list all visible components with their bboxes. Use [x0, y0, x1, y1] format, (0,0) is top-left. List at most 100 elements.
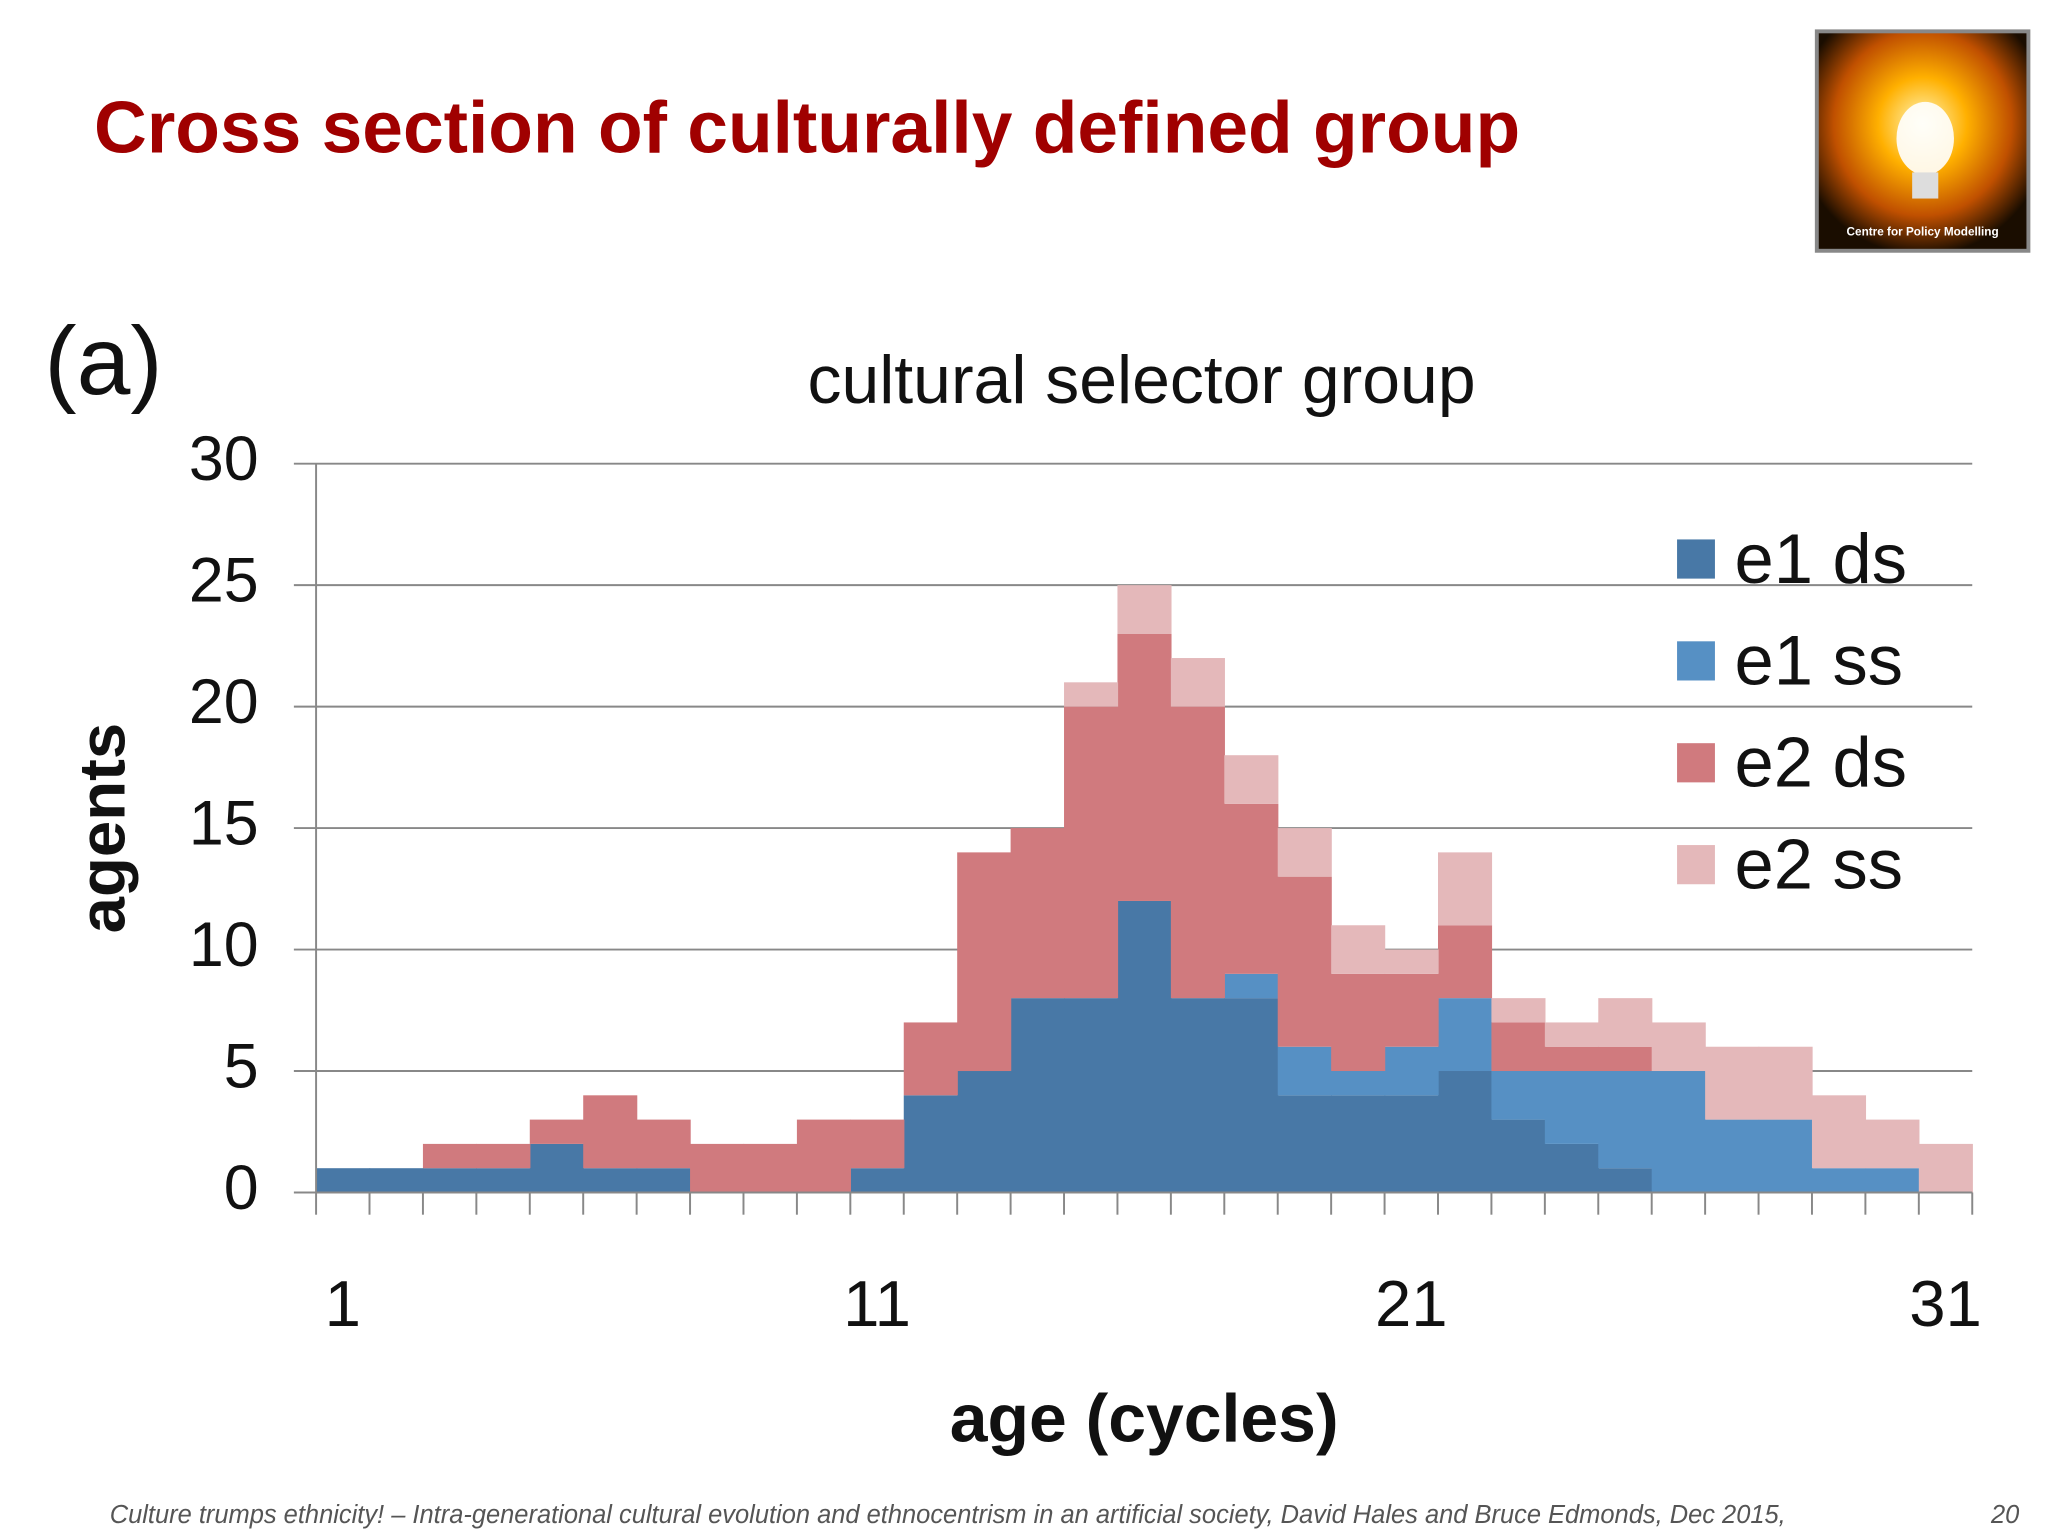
bar-segment	[369, 1168, 424, 1193]
bar-segment	[1064, 682, 1119, 707]
logo-text: Centre for Policy Modelling	[1847, 226, 1999, 239]
bar-segment	[1170, 998, 1225, 1193]
bar-segment	[1758, 1046, 1813, 1120]
bar-segment	[1598, 998, 1653, 1047]
bar-segment	[583, 1168, 638, 1193]
bar-segment	[1224, 973, 1279, 999]
bar-segment	[1170, 706, 1225, 999]
bar-segment	[1811, 1168, 1867, 1193]
bar-segment	[1064, 998, 1119, 1193]
footer: Culture trumps ethnicity! – Intra-genera…	[110, 1501, 1786, 1529]
bar-segment	[1384, 1046, 1439, 1096]
bar-segment	[1331, 973, 1386, 1072]
bar-segment	[636, 1168, 691, 1193]
bar-segment	[1331, 925, 1386, 974]
bar-segment	[1170, 658, 1225, 707]
logo: Centre for Policy Modelling	[1814, 29, 2031, 253]
bar-segment	[1865, 1168, 1920, 1193]
bar-segment	[1651, 1022, 1706, 1072]
bar-segment	[1437, 925, 1493, 999]
bar-segment	[850, 1119, 905, 1169]
bar-segment	[1491, 1119, 1546, 1193]
bar-segment	[1544, 1046, 1599, 1072]
legend-label: e1 ds	[1735, 519, 1908, 598]
logo-bulb-base	[1912, 172, 1939, 199]
panel-label: (a)	[44, 308, 162, 415]
slide-title: Cross section of culturally defined grou…	[94, 88, 1520, 169]
bar-segment	[422, 1143, 478, 1169]
bar-segment	[1117, 633, 1172, 901]
bar-segment	[1010, 828, 1065, 999]
bar-segment	[1224, 755, 1279, 804]
bar-segment	[1598, 1168, 1653, 1193]
bar-segment	[1117, 585, 1172, 634]
bar-segment	[1705, 1119, 1760, 1193]
bar-segment	[1544, 1071, 1599, 1144]
bar-segment	[1277, 1046, 1332, 1096]
bar-segment	[1064, 706, 1119, 999]
bar-segment	[529, 1143, 584, 1193]
bar-segment	[1277, 828, 1332, 877]
x-axis-label: age (cycles)	[950, 1382, 1339, 1457]
bar-segment	[476, 1143, 531, 1169]
chart-title: cultural selector group	[808, 343, 1476, 418]
bar-segment	[1811, 1095, 1867, 1169]
y-tick-label: 0	[224, 1153, 259, 1223]
bar-segment	[1384, 949, 1439, 974]
legend-label: e2 ds	[1735, 723, 1908, 802]
bar-segment	[476, 1168, 531, 1193]
y-tick-label: 20	[189, 667, 259, 737]
bar-segment	[1491, 1022, 1546, 1072]
legend-label: e1 ss	[1735, 621, 1904, 700]
bar-segment	[1544, 1022, 1599, 1047]
bar-segment	[529, 1119, 584, 1144]
bar-segment	[850, 1168, 905, 1193]
bar-segment	[1117, 900, 1172, 1193]
bar-segment	[583, 1095, 638, 1169]
logo-bulb	[1896, 101, 1954, 176]
bar-segment	[1491, 1071, 1546, 1120]
bar-segment	[1384, 973, 1439, 1047]
bar-segment	[1598, 1046, 1653, 1072]
bar-segment	[1544, 1143, 1599, 1193]
y-tick-label: 30	[189, 424, 259, 494]
legend-swatch	[1677, 539, 1715, 579]
legend-label: e2 ss	[1735, 825, 1904, 904]
bar-segment	[1865, 1119, 1920, 1169]
bar-segment	[1224, 998, 1279, 1193]
bar-segment	[796, 1119, 851, 1193]
bar-segment	[690, 1143, 745, 1193]
x-tick-label: 1	[325, 1267, 361, 1340]
y-tick-label: 25	[189, 546, 259, 616]
bar-segment	[1437, 1071, 1493, 1193]
bar-segment	[1277, 876, 1332, 1047]
bar-segment	[1705, 1046, 1760, 1120]
bar-segment	[743, 1143, 798, 1193]
page-number: 20	[1990, 1501, 2019, 1529]
bar-segment	[1277, 1095, 1332, 1193]
bar-segment	[1758, 1119, 1813, 1193]
y-axis-label: agents	[65, 723, 138, 933]
legend-swatch	[1677, 641, 1715, 681]
bar-segment	[957, 1071, 1012, 1193]
y-tick-label: 5	[224, 1032, 259, 1102]
bar-segment	[1437, 852, 1493, 926]
bar-segment	[1918, 1143, 1973, 1193]
bar-segment	[957, 852, 1012, 1072]
bar-segment	[1437, 998, 1493, 1072]
bar-segment	[316, 1168, 371, 1193]
bar-segment	[422, 1168, 478, 1193]
bar-segment	[1491, 998, 1546, 1023]
legend-swatch	[1677, 743, 1715, 783]
y-tick-label: 10	[189, 910, 259, 980]
x-tick-label: 21	[1375, 1267, 1448, 1340]
bar-segment	[1598, 1071, 1653, 1169]
bar-segment	[1010, 998, 1065, 1193]
bar-segment	[1331, 1095, 1386, 1193]
bar-segment	[636, 1119, 691, 1169]
bar-segment	[903, 1022, 958, 1096]
bar-segment	[1224, 803, 1279, 974]
x-tick-label: 31	[1909, 1267, 1982, 1340]
